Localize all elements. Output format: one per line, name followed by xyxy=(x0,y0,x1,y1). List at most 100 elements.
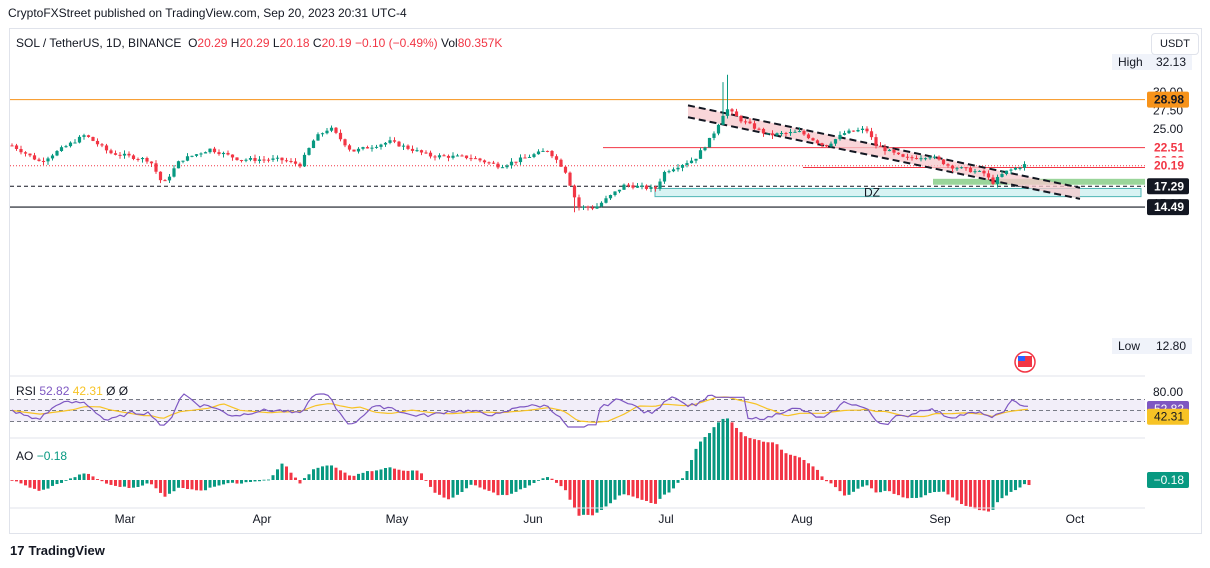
ao-bar xyxy=(789,454,792,480)
candle-body xyxy=(554,156,559,160)
candle-body xyxy=(199,153,203,155)
ao-bar xyxy=(168,480,171,494)
ao-bar xyxy=(708,433,711,480)
ao-bar xyxy=(798,457,801,480)
ao-bar xyxy=(892,480,896,494)
ao-bar xyxy=(73,477,77,480)
candle-body xyxy=(91,136,95,141)
ao-bar xyxy=(393,468,396,480)
ao-bar xyxy=(55,480,59,485)
candle-body xyxy=(667,171,671,173)
ao-bar xyxy=(379,469,383,480)
ao-bar xyxy=(222,480,225,485)
ao-bar xyxy=(244,480,248,483)
ao-histogram xyxy=(10,418,1031,516)
ao-bar xyxy=(51,480,54,486)
candle-body xyxy=(208,148,212,153)
candle-body xyxy=(802,131,806,135)
candle-body xyxy=(221,152,226,155)
ao-bar xyxy=(573,480,576,508)
tradingview-logo[interactable]: 17 TradingView xyxy=(10,543,105,558)
ao-bar xyxy=(609,480,612,504)
candle-body xyxy=(653,187,658,189)
ao-bar xyxy=(478,480,482,488)
candle-body xyxy=(401,145,406,147)
candle-body xyxy=(640,185,644,187)
candle-body xyxy=(383,142,388,145)
candle-body xyxy=(959,167,964,169)
candle-body xyxy=(302,154,307,167)
candle-body xyxy=(770,133,775,136)
candle-body xyxy=(343,139,347,146)
candle-body xyxy=(235,157,239,161)
level-28-98-tag xyxy=(1147,91,1189,108)
ao-bar xyxy=(847,480,851,495)
candle-body xyxy=(568,172,572,186)
ao-bar xyxy=(312,469,315,480)
candle-body xyxy=(910,157,914,159)
ao-bar xyxy=(289,472,293,480)
ao-bar xyxy=(825,480,828,482)
ao-bar xyxy=(717,422,720,480)
ao-bar xyxy=(384,467,387,480)
ao-bar xyxy=(510,480,513,494)
ao-bar xyxy=(973,480,977,509)
ao-bar xyxy=(208,480,212,488)
ao-bar xyxy=(694,448,698,480)
candle-body xyxy=(1022,164,1027,168)
ao-bar xyxy=(357,473,360,480)
rsi-title[interactable]: RSI xyxy=(16,384,37,398)
ao-bar xyxy=(37,480,41,491)
candle-body xyxy=(266,159,271,161)
candle-body xyxy=(698,150,703,159)
ao-bar xyxy=(276,469,279,480)
ao-bar xyxy=(784,453,788,480)
time-axis-tick: Jun xyxy=(523,512,542,526)
ao-bar xyxy=(19,480,23,484)
candle-body xyxy=(1000,174,1004,177)
candle-body xyxy=(622,184,626,190)
candle-body xyxy=(109,150,113,154)
ao-bar xyxy=(726,418,729,480)
legend-symbol[interactable]: SOL / TetherUS, 1D, BINANCE xyxy=(16,36,182,50)
candle-body xyxy=(239,160,244,162)
ao-bar xyxy=(712,427,716,480)
ao-bar xyxy=(748,438,752,480)
currency-button[interactable]: USDT xyxy=(1151,33,1199,55)
candle-body xyxy=(406,145,410,149)
candle-body xyxy=(964,167,968,169)
candle-body xyxy=(442,155,446,157)
ao-bar xyxy=(190,480,194,490)
ao-title[interactable]: AO xyxy=(16,449,34,463)
ao-bar xyxy=(1000,480,1004,499)
ao-bar xyxy=(424,480,428,481)
ao-bar xyxy=(28,480,32,488)
candle-body xyxy=(644,185,649,189)
ao-bar xyxy=(996,480,999,503)
candle-body xyxy=(311,140,316,149)
candle-body xyxy=(577,197,581,208)
price-axis-tick: 25.00 xyxy=(1153,122,1183,136)
candle-body xyxy=(883,146,887,152)
ao-bar xyxy=(681,478,684,480)
candle-body xyxy=(734,111,739,117)
candle-body xyxy=(815,140,820,144)
candle-body xyxy=(752,123,757,129)
candle-body xyxy=(797,131,802,133)
ao-bar xyxy=(771,442,774,480)
ao-bar xyxy=(595,480,599,513)
candle-body xyxy=(253,158,257,161)
candle-body xyxy=(298,163,302,167)
candle-body xyxy=(748,121,752,124)
legend-close: 20.19 xyxy=(321,36,352,50)
ao-bar xyxy=(258,480,261,482)
ao-bar xyxy=(87,473,90,480)
legend-change: −0.10 (−0.49%) xyxy=(354,36,438,50)
candle-body xyxy=(631,185,635,188)
candle-body xyxy=(928,157,932,159)
candle-body xyxy=(608,195,613,199)
candle-body xyxy=(856,130,860,132)
candle-body xyxy=(370,147,374,149)
ao-bar xyxy=(600,480,603,510)
